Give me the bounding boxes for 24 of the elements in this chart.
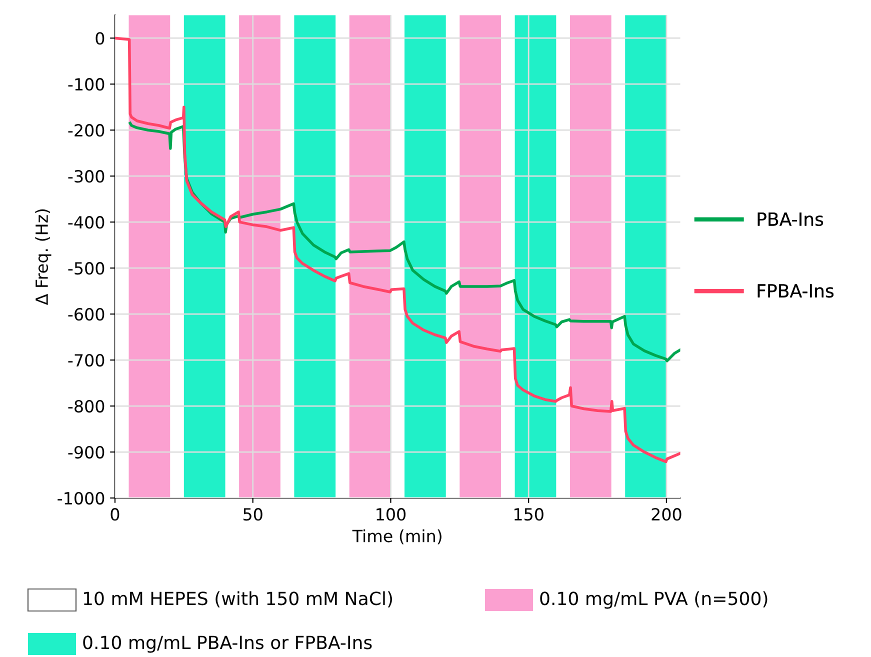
x-axis-title: Time (min) <box>352 529 442 544</box>
legend-label: FPBA-Ins <box>758 284 834 298</box>
legend-label: PBA-Ins <box>758 212 824 226</box>
x-tick-label: 100 <box>376 508 406 521</box>
line-series <box>114 36 680 464</box>
y-tick-label: -600 <box>68 308 104 321</box>
y-tick-label: -300 <box>68 170 104 183</box>
y-tick-label: -800 <box>68 400 104 413</box>
y-axis-title: Δ Freq. (Hz) <box>35 209 52 306</box>
y-tick-label: -400 <box>68 216 104 229</box>
y-tick-label: -1000 <box>58 492 104 505</box>
x-tick-label: 0 <box>110 508 120 521</box>
y-tick-label: -100 <box>68 78 104 91</box>
y-tick-label: -900 <box>68 446 104 459</box>
y-tick-label: -200 <box>68 124 104 137</box>
legend-label: 0.10 mg/mL PVA (n=500) <box>540 591 768 609</box>
text: 10 mM HEPES (with 150 mM NaCl) <box>84 591 392 608</box>
x-tick-label: 50 <box>244 508 262 521</box>
y-tick-label: 0 <box>96 32 104 45</box>
x-tick-label: 150 <box>514 508 544 521</box>
y-tick-label: -500 <box>68 262 104 275</box>
y-tick-label: -700 <box>68 354 104 367</box>
legend-label: 0.10 mg/mL PBA-Ins or FPBA-Ins <box>83 636 372 653</box>
x-tick-label: 200 <box>652 508 682 521</box>
